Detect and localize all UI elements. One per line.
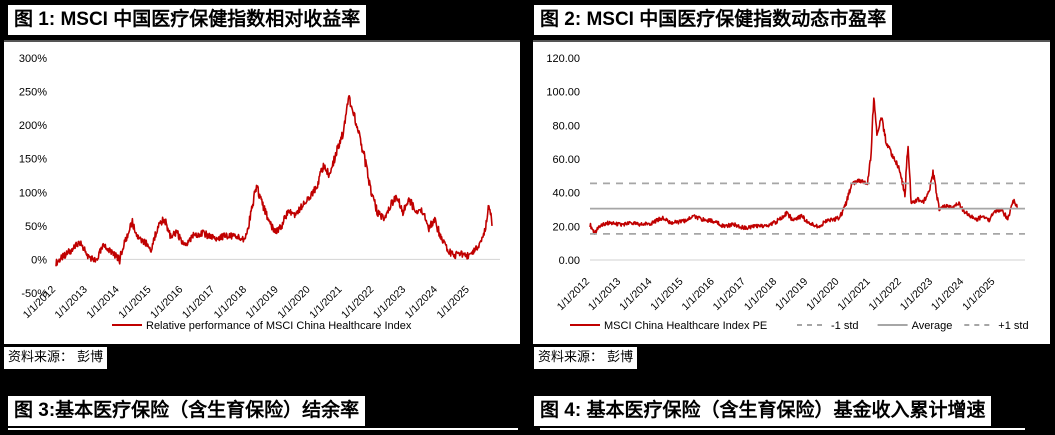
legend-label: Average: [912, 320, 953, 332]
data-series-line: [55, 94, 493, 267]
x-tick-label: 1/1/2018: [742, 276, 779, 313]
legend-label: Relative performance of MSCI China Healt…: [146, 320, 412, 332]
data-series-line: [589, 97, 1018, 235]
x-tick-label: 1/1/2024: [403, 284, 440, 321]
relative-performance-chart: -50%0%50%100%150%200%250%300%1/1/20121/1…: [19, 53, 500, 332]
x-tick-label: 1/1/2025: [960, 276, 997, 313]
x-tick-label: 1/1/2023: [898, 276, 935, 313]
figure-4-title: 图 4: 基本医疗保险（含生育保险）基金收入累计增速: [534, 396, 992, 426]
chart-legend: MSCI China Healthcare Index PE -1 std Aver…: [570, 320, 1029, 332]
x-tick-label: 1/1/2015: [648, 276, 685, 313]
x-tick-label: 1/1/2021: [835, 276, 872, 313]
y-tick-label: 50%: [25, 221, 47, 233]
pe-ratio-chart: 0.00 20.00 40.00 60.00 80.00 100.00 120.00 1/1/…: [546, 53, 1029, 332]
x-tick-label: 1/1/2022: [867, 276, 904, 313]
x-tick-label: 1/1/2020: [275, 284, 312, 321]
chart-legend: Relative performance of MSCI China Healt…: [112, 320, 412, 332]
x-tick-label: 1/1/2024: [929, 276, 966, 313]
x-tick-label: 1/1/2013: [53, 284, 90, 321]
x-tick-label: 1/1/2017: [180, 284, 217, 321]
y-tick-label: 250%: [19, 87, 47, 99]
chart-1-panel: -50% 0% 50% 100% 150% 200% 250% 300% 1/1/2012 1/1…: [4, 40, 520, 344]
y-tick-label: 0.00: [559, 255, 580, 267]
figure-2-title: 图 2: MSCI 中国医疗保健指数动态市盈率: [534, 5, 893, 35]
x-tick-label: 1/1/2014: [84, 284, 121, 321]
x-tick-label: 1/1/2015: [116, 284, 153, 321]
y-tick-label: 150%: [19, 154, 47, 166]
chart-1-source: 资料来源： 彭博: [4, 347, 108, 369]
x-tick-label: 1/1/2013: [586, 276, 623, 313]
figure-4-rule: [540, 428, 1025, 430]
y-tick-label: 100.00: [546, 87, 580, 99]
legend-label: +1 std: [998, 320, 1028, 332]
x-tick-label: 1/1/2019: [773, 276, 810, 313]
x-tick-label: 1/1/2020: [804, 276, 841, 313]
legend-label: -1 std: [831, 320, 859, 332]
x-tick-label: 1/1/2021: [307, 284, 344, 321]
y-tick-label: 40.00: [552, 188, 580, 200]
y-tick-label: 60.00: [552, 154, 580, 166]
y-tick-label: -50%: [21, 288, 47, 300]
x-tick-label: 1/1/2016: [679, 276, 716, 313]
x-tick-label: 1/1/2014: [617, 276, 654, 313]
chart-2-panel: 0.00 20.00 40.00 60.00 80.00 100.00 120.00 1/1/…: [533, 40, 1050, 344]
y-tick-label: 80.00: [552, 120, 580, 132]
x-tick-label: 1/1/2019: [244, 284, 281, 321]
x-tick-label: 1/1/2017: [711, 276, 748, 313]
y-tick-label: 120.00: [546, 53, 580, 65]
x-tick-label: 1/1/2018: [212, 284, 249, 321]
y-tick-label: 200%: [19, 120, 47, 132]
x-tick-label: 1/1/2022: [339, 284, 376, 321]
y-tick-label: 20.00: [552, 221, 580, 233]
y-tick-label: 100%: [19, 187, 47, 199]
x-tick-label: 1/1/2016: [148, 284, 185, 321]
y-tick-label: 300%: [19, 53, 47, 65]
x-tick-label: 1/1/2023: [371, 284, 408, 321]
x-tick-label: 1/1/2025: [434, 284, 471, 321]
figure-3-title: 图 3:基本医疗保险（含生育保险）结余率: [8, 396, 366, 426]
chart-2-source: 资料来源： 彭博: [534, 347, 638, 369]
legend-label: MSCI China Healthcare Index PE: [604, 320, 767, 332]
figure-3-rule: [8, 428, 518, 430]
figure-1-title: 图 1: MSCI 中国医疗保健指数相对收益率: [8, 5, 367, 35]
x-tick-label: 1/1/2012: [555, 276, 592, 313]
y-tick-label: 0%: [31, 254, 47, 266]
